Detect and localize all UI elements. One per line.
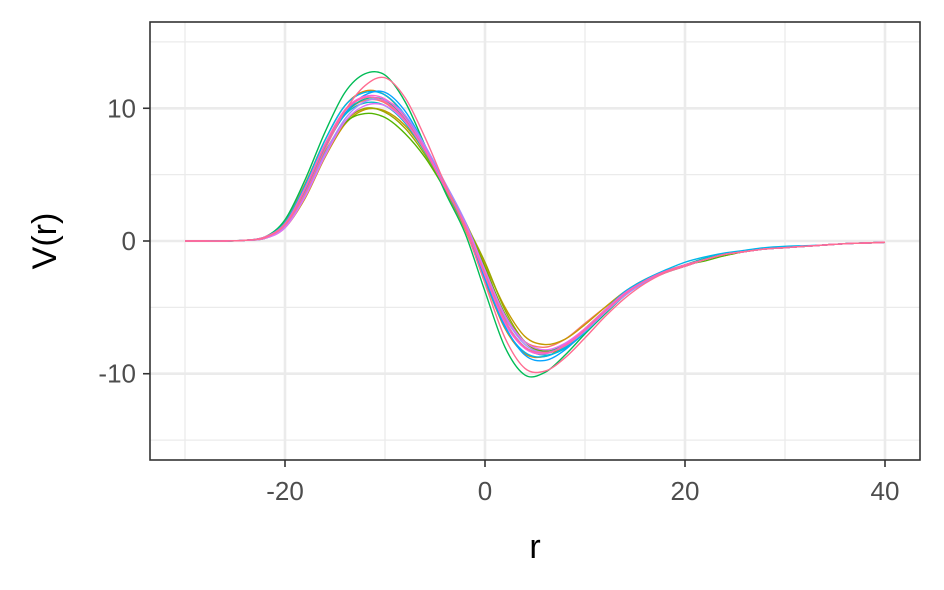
x-axis-title: r bbox=[529, 528, 540, 566]
series-line-15 bbox=[185, 76, 886, 374]
y-axis-ticks: -10 0 10 bbox=[98, 93, 150, 389]
y-tick-label: -10 bbox=[98, 359, 136, 389]
x-axis-ticks: -20 0 20 40 bbox=[266, 460, 899, 506]
major-gridlines bbox=[150, 22, 920, 460]
x-tick-label: -20 bbox=[266, 476, 304, 506]
x-tick-label: 20 bbox=[671, 476, 700, 506]
y-tick-label: 0 bbox=[122, 226, 136, 256]
series-line-9 bbox=[185, 90, 886, 358]
series-lines bbox=[185, 70, 886, 378]
y-tick-label: 10 bbox=[107, 93, 136, 123]
x-tick-label: 0 bbox=[478, 476, 492, 506]
y-axis-title: V(r) bbox=[26, 213, 64, 270]
x-tick-label: 40 bbox=[871, 476, 900, 506]
